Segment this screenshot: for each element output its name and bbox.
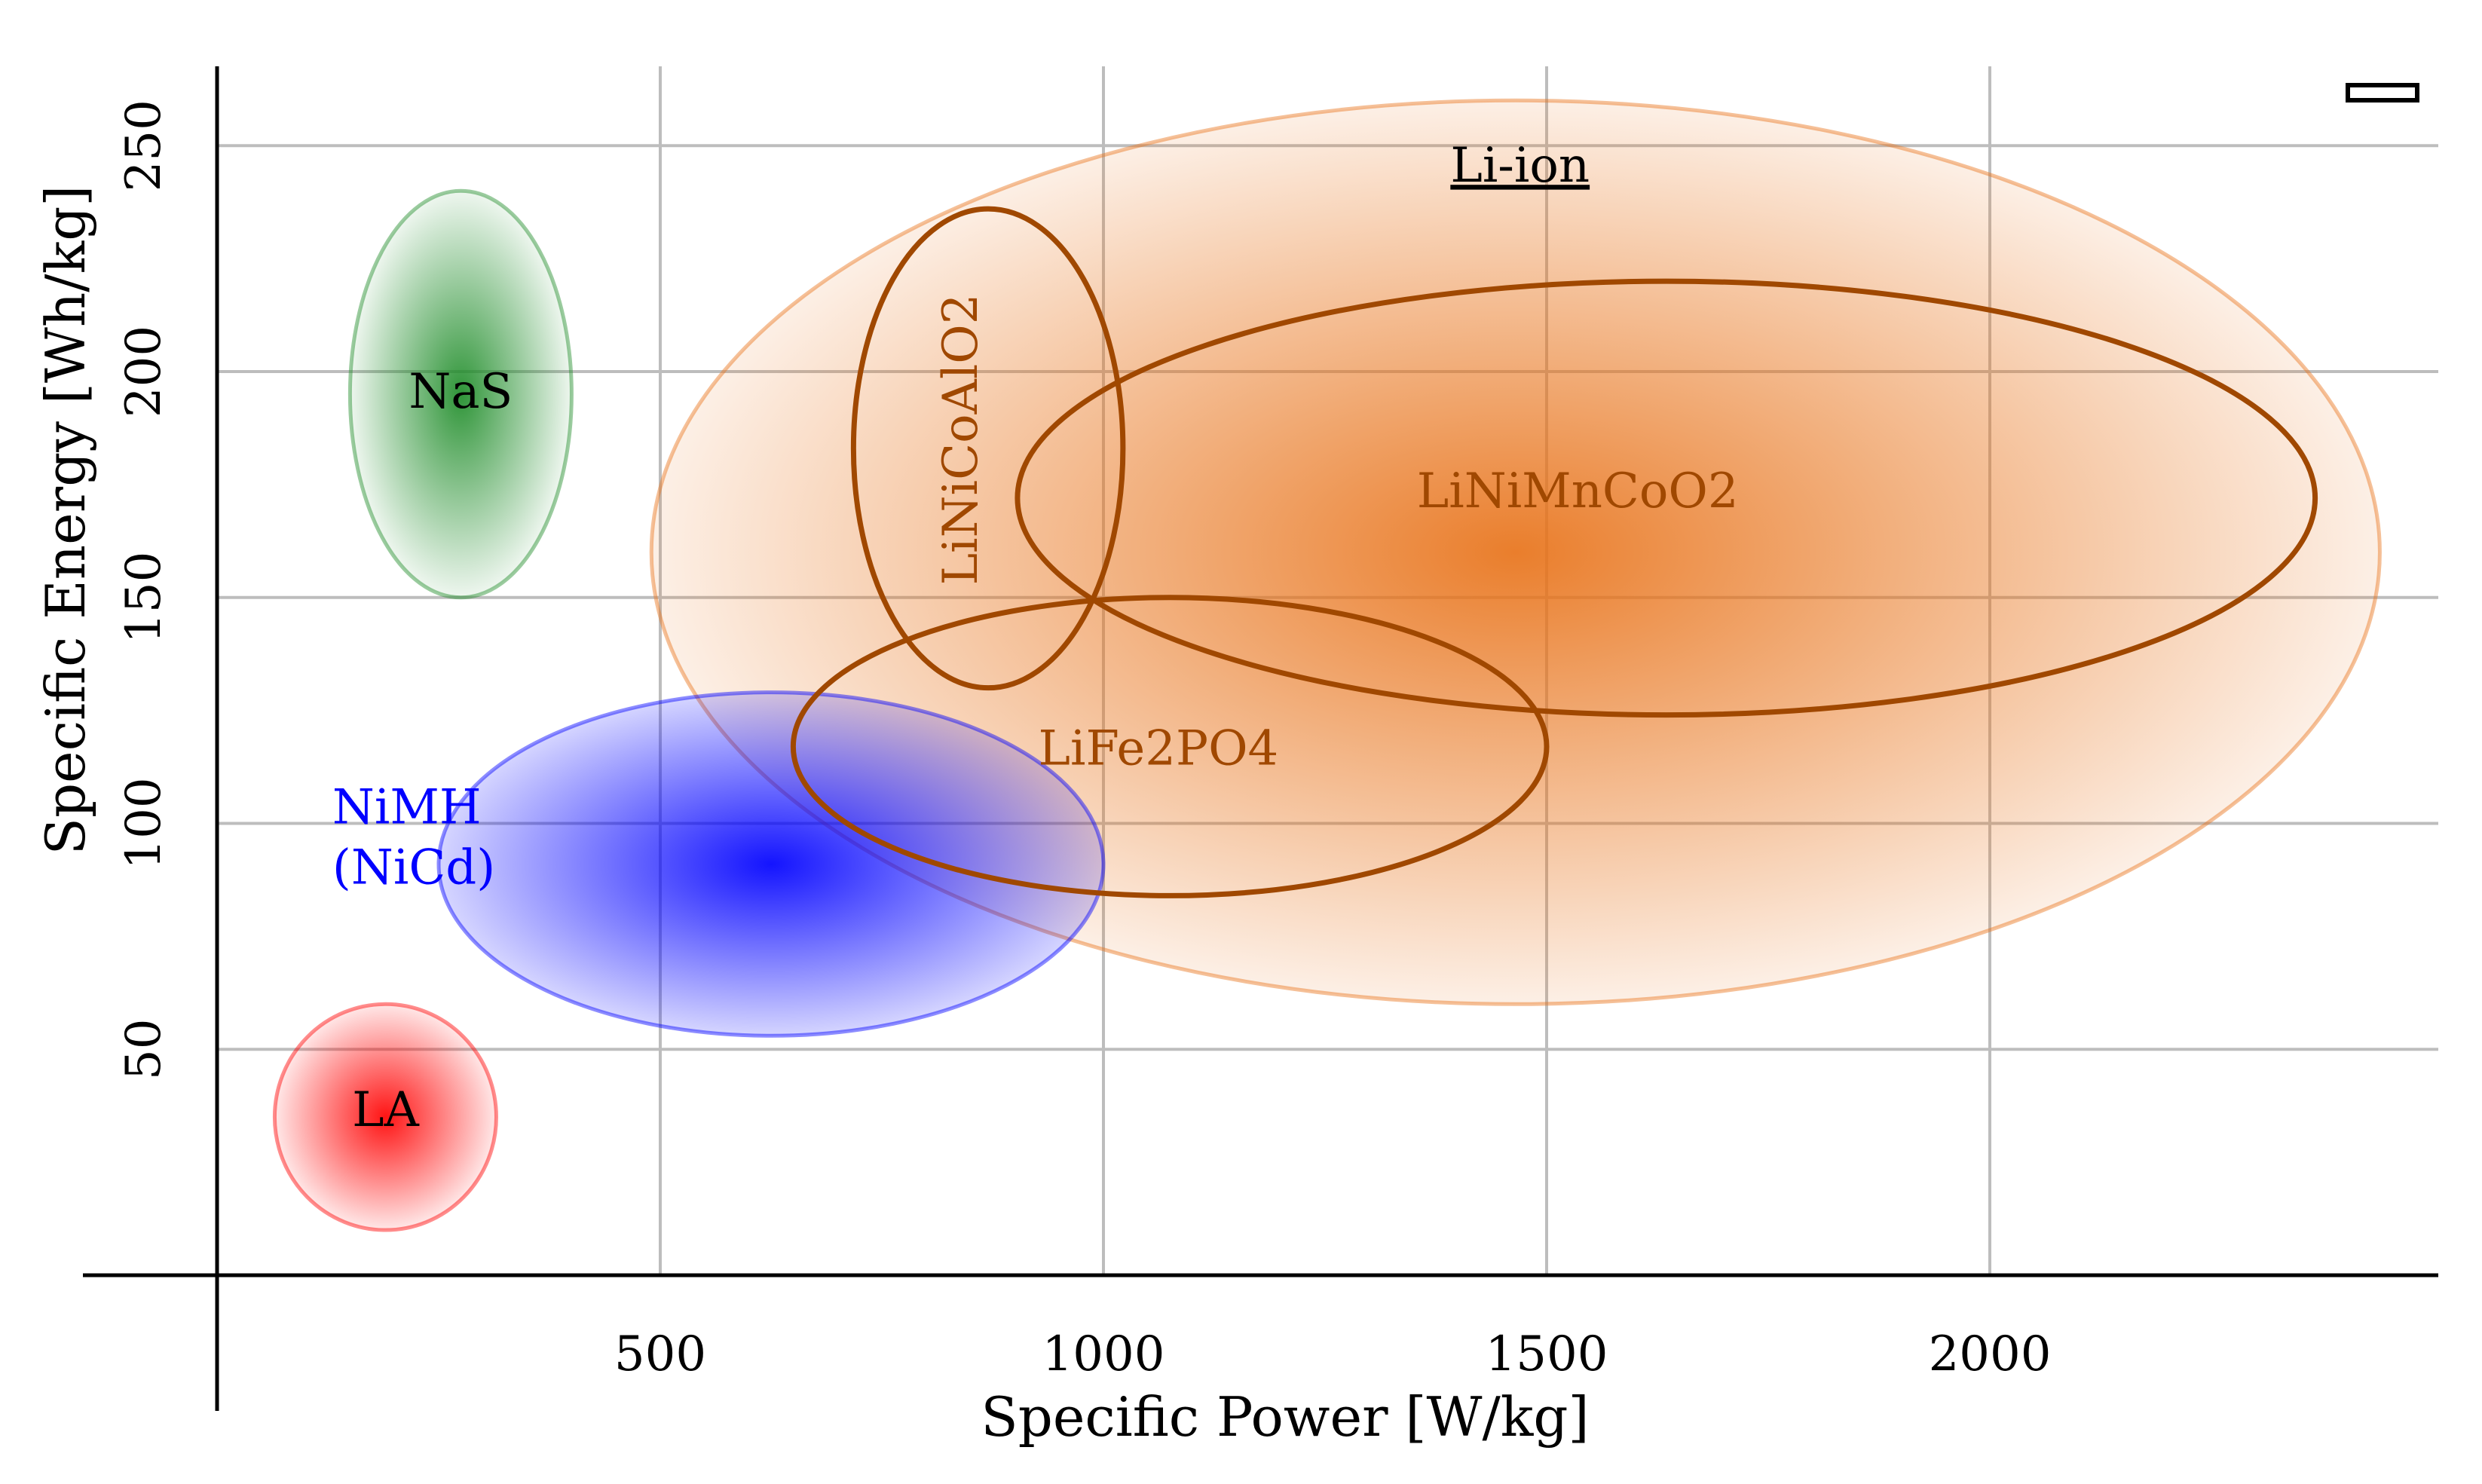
legend-box [2346,83,2419,103]
label-nimh: NiMH [332,780,482,836]
label-li-ion: Li-ion [1450,138,1590,194]
label-la: LA [352,1082,420,1138]
y-tick-label-200: 200 [116,326,172,418]
y-tick-label-150: 150 [116,552,172,644]
label-nas: NaS [409,364,513,420]
region-nimh [436,690,1106,1038]
y-tick-label-50: 50 [116,1019,172,1080]
label-linimncoo2: LiNiMnCoO2 [1417,464,1739,519]
tick-labels: 500 1000 1500 2000 50 100 150 200 250 [116,99,2051,1382]
axes [83,66,2438,1411]
x-axis-label: Specific Power [W/kg] [981,1385,1589,1449]
y-tick-label-250: 250 [116,99,172,191]
label-life2po4: LiFe2PO4 [1039,721,1279,777]
regions: Li-ion NaS NiMH(NiCd) LA LiNiCoAlO2 LiNiMnCoO… [272,98,2382,1232]
region-li-ion [649,98,2382,1006]
region-nas [347,188,574,600]
region-life2po4 [790,595,1550,898]
label-nimh-2: (NiCd) [332,840,495,896]
region-la [272,1002,498,1232]
x-tick-label-500: 500 [614,1326,706,1382]
y-axis-label: Specific Energy [Wh/kg] [34,185,97,855]
label-linicoalo2: LiNiCoAlO2 [933,294,989,586]
x-tick-label-2000: 2000 [1929,1326,2052,1382]
region-linicoalo2 [850,206,1126,691]
region-linimncoo2 [1015,278,2318,718]
x-tick-label-1500: 1500 [1486,1326,1608,1382]
x-tick-label-1000: 1000 [1042,1326,1165,1382]
y-tick-label-100: 100 [116,777,172,869]
